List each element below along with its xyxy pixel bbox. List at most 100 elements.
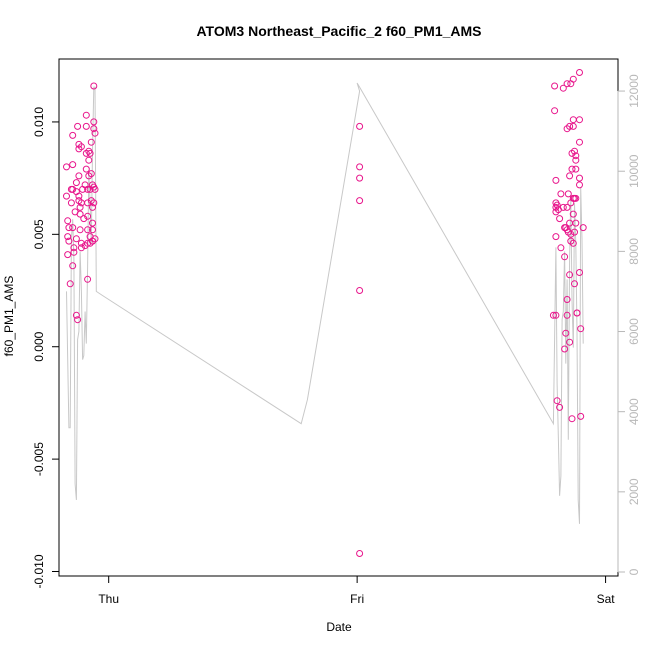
data-point-72 [91,235,99,243]
data-point-146 [577,412,585,420]
data-point-13 [69,224,77,232]
data-point-11 [69,161,77,169]
data-point-43 [82,165,90,173]
data-point-20 [72,235,80,243]
data-point-122 [568,415,576,423]
y-tick-label: 0.000 [32,331,46,361]
data-point-109 [564,190,572,198]
data-point-108 [563,296,571,303]
data-point-82 [551,107,559,115]
data-point-47 [84,226,92,234]
y-axis-label: f60_PM1_AMS [2,276,16,357]
data-point-53 [86,149,94,157]
data-point-7 [66,280,74,288]
data-point-6 [65,237,73,245]
data-point-68 [90,118,98,126]
data-point-88 [552,311,560,319]
data-point-67 [90,125,98,133]
data-point-144 [576,181,583,189]
data-point-16 [70,244,78,252]
data-point-80 [549,311,557,319]
data-point-141 [576,116,583,124]
data-point-79 [356,550,364,557]
data-point-99 [561,253,569,261]
data-point-12 [69,185,77,193]
data-point-10 [69,131,77,139]
data-point-51 [85,156,93,164]
data-point-133 [572,152,580,160]
data-point-56 [86,239,94,247]
plot-frame [58,58,619,577]
y-tick-label: 0.010 [32,107,46,137]
gray-line-series [66,82,584,524]
x-axis-label: Date [326,620,352,634]
data-point-102 [562,329,570,337]
y2-tick-label: 8000 [627,238,641,265]
data-point-3 [65,224,73,232]
data-point-0 [63,163,70,171]
point-series [63,69,587,557]
data-point-90 [553,397,561,405]
data-point-77 [356,197,364,205]
data-point-81 [551,82,559,90]
data-point-112 [566,172,574,180]
data-point-15 [69,262,77,270]
data-point-148 [579,224,587,232]
data-point-143 [576,174,583,182]
data-point-103 [563,80,571,88]
data-point-74 [356,122,364,130]
chart-title: ATOM3 Northeast_Pacific_2 f60_PM1_AMS [196,23,481,39]
data-point-111 [566,122,574,130]
data-point-87 [552,233,560,241]
data-point-114 [566,271,574,279]
data-point-2 [64,217,72,225]
data-point-100 [561,345,569,353]
data-point-92 [556,215,564,223]
data-point-107 [563,311,571,319]
data-point-124 [569,116,577,124]
data-point-41 [82,122,90,130]
data-point-65 [89,226,96,234]
data-point-78 [356,287,364,294]
data-point-142 [576,138,583,146]
data-point-66 [90,82,98,90]
data-point-127 [569,210,577,218]
data-point-115 [566,338,574,346]
data-point-134 [572,156,580,164]
y2-tick-label: 4000 [627,398,641,425]
data-point-4 [64,233,72,241]
data-point-96 [559,84,567,92]
y2-tick-label: 0 [627,568,641,575]
data-point-73 [91,185,99,193]
x-tick-label: Thu [98,592,119,606]
data-point-58 [87,170,95,178]
data-point-49 [84,275,92,283]
data-point-128 [569,239,577,247]
x-tick-label: Fri [350,592,364,606]
data-point-136 [572,194,580,202]
data-point-27 [75,192,83,200]
data-point-94 [557,190,565,198]
data-point-46 [84,212,92,220]
data-point-132 [571,280,578,288]
data-point-140 [576,69,583,76]
data-point-9 [67,199,75,207]
data-point-145 [576,269,583,276]
data-point-44 [84,185,92,193]
data-point-135 [572,165,580,173]
series-line-0 [66,82,584,524]
y-tick-label: -0.010 [32,554,46,588]
data-point-1 [63,192,70,200]
data-point-93 [556,403,564,411]
data-point-62 [89,219,96,227]
y-tick-label: 0.005 [32,219,46,249]
x-tick-label: Sat [597,592,616,606]
data-point-139 [573,309,581,317]
data-point-105 [563,203,571,211]
data-point-121 [568,165,576,173]
y2-tick-label: 12000 [627,74,641,108]
data-point-123 [569,75,577,83]
data-point-95 [557,244,565,252]
y2-tick-label: 6000 [627,318,641,345]
